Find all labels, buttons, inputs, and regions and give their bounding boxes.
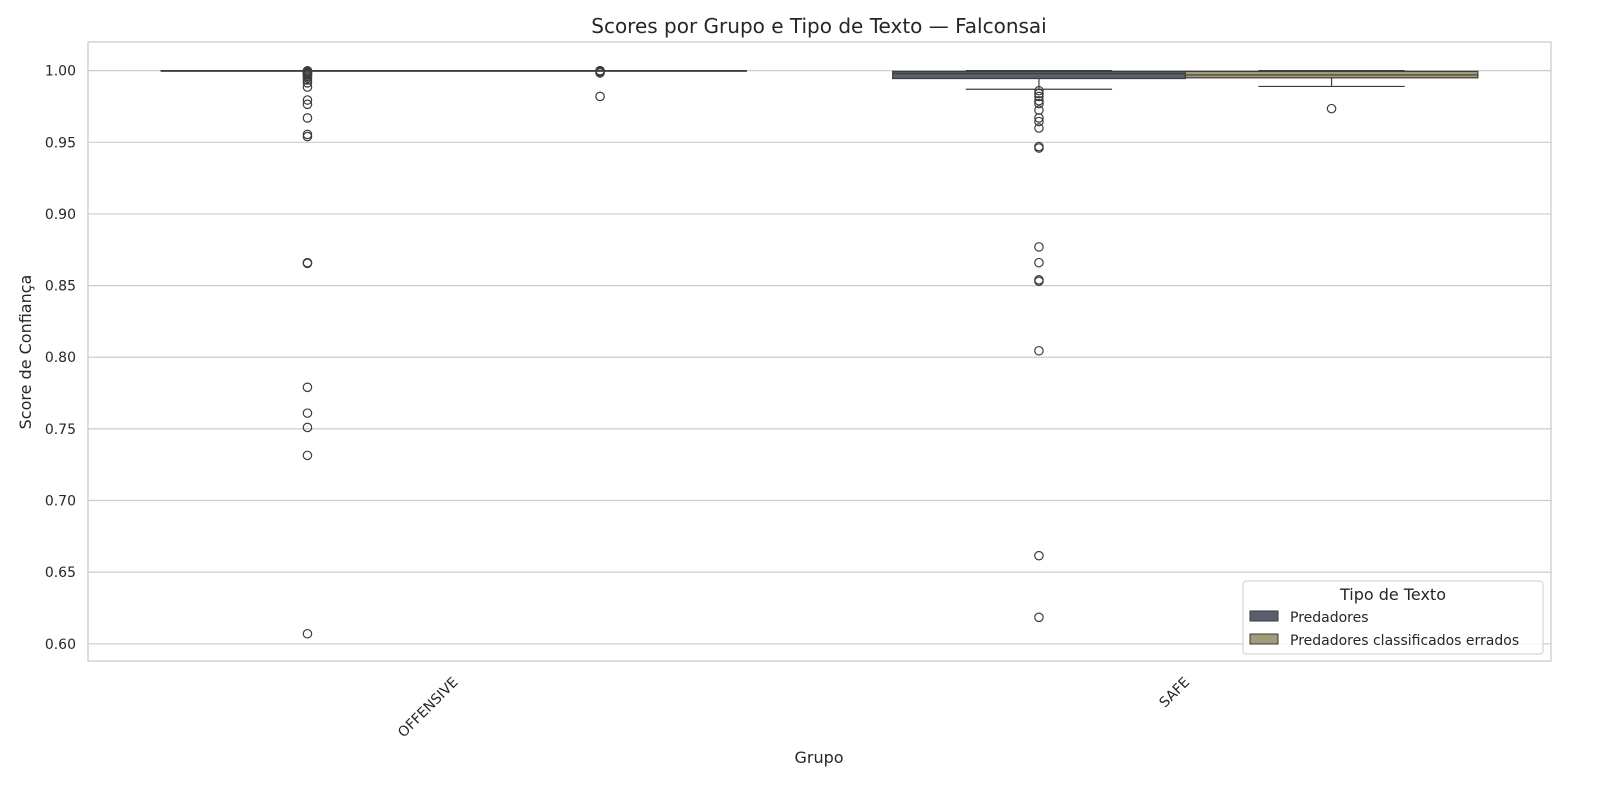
legend-title: Tipo de Texto (1339, 585, 1446, 604)
y-tick-label-0-90: 0.90 (45, 207, 76, 223)
legend-frame (1242, 580, 1544, 655)
outlier-predadores-safe-6 (1034, 113, 1044, 123)
legend-swatch-predadores (1249, 610, 1279, 622)
outlier-predadores-offensive-17 (302, 131, 313, 142)
outlier-predadores-safe-12 (1034, 257, 1044, 268)
y-axis-label: Score de Confiança (16, 275, 35, 430)
outlier-predadores-safe-17 (1034, 612, 1044, 623)
outlier-predadores-safe-4 (1034, 98, 1044, 109)
outlier-predadores-classificados-errados-offensive-4 (595, 91, 605, 102)
outlier-predadores-safe-16 (1034, 550, 1044, 561)
outlier-predadores-offensive-24 (302, 628, 313, 639)
y-tick-labels: 0.60 0.65 0.70 0.75 0.80 0.85 0.90 0.95 1.00 (45, 64, 76, 653)
box-predadores-classificados-errados-offensive (453, 70, 747, 72)
outlier-predadores-safe-11 (1034, 242, 1044, 252)
y-tick-label-0-65: 0.65 (45, 565, 76, 581)
box-body-predadores-safe (892, 70, 1186, 80)
outlier-predadores-classificados-errados-offensive-3 (595, 68, 605, 78)
outlier-predadores-safe-2 (1034, 91, 1044, 102)
outlier-predadores-safe-15 (1034, 345, 1044, 356)
plot-area (88, 42, 1551, 661)
outlier-predadores-safe-0 (1034, 85, 1044, 96)
y-tick-label-0-70: 0.70 (45, 494, 76, 510)
outlier-predadores-safe-14 (1034, 276, 1044, 287)
outlier-predadores-offensive-11 (302, 78, 313, 88)
outlier-predadores-classificados-errados-safe-0 (1326, 103, 1337, 114)
chart-title: Scores por Grupo e Tipo de Texto — Falco… (591, 14, 1046, 38)
y-tick-label-0-80: 0.80 (45, 350, 76, 366)
outlier-predadores-offensive-19 (302, 258, 313, 269)
y-tick-label-0-85: 0.85 (45, 279, 76, 295)
y-tick-label-0-75: 0.75 (45, 422, 76, 438)
outlier-predadores-offensive-20 (302, 382, 313, 393)
outlier-predadores-offensive-12 (302, 82, 313, 92)
outlier-predadores-safe-3 (1034, 95, 1044, 106)
outlier-predadores-offensive-15 (302, 113, 313, 123)
outlier-predadores-offensive-10 (302, 75, 313, 85)
outlier-predadores-offensive-23 (302, 450, 313, 461)
legend: Tipo de Texto Predadores Predadores clas… (1242, 580, 1544, 655)
legend-entry-predadores-classificados-errados: Predadores classificados errados (1290, 633, 1519, 649)
x-axis-label: Grupo (794, 748, 843, 767)
outlier-predadores-offensive-13 (302, 95, 313, 105)
legend-entry-predadores: Predadores (1290, 610, 1369, 626)
outlier-predadores-offensive-22 (302, 422, 313, 433)
legend-swatch-predadores-classificados-errados (1249, 633, 1279, 645)
outlier-predadores-safe-8 (1034, 123, 1044, 133)
y-tick-label-1-00: 1.00 (45, 64, 76, 80)
outlier-predadores-offensive-14 (302, 99, 313, 110)
y-tick-label-0-60: 0.60 (45, 637, 76, 653)
box-predadores-classificados-errados-safe (1184, 70, 1479, 88)
y-tick-label-0-95: 0.95 (45, 135, 76, 151)
outliers (302, 65, 1337, 639)
outlier-predadores-safe-7 (1034, 116, 1044, 127)
outlier-predadores-offensive-21 (302, 408, 313, 418)
plot-frame (87, 41, 1552, 662)
outlier-predadores-safe-10 (1034, 143, 1044, 153)
outlier-predadores-safe-1 (1034, 88, 1044, 99)
